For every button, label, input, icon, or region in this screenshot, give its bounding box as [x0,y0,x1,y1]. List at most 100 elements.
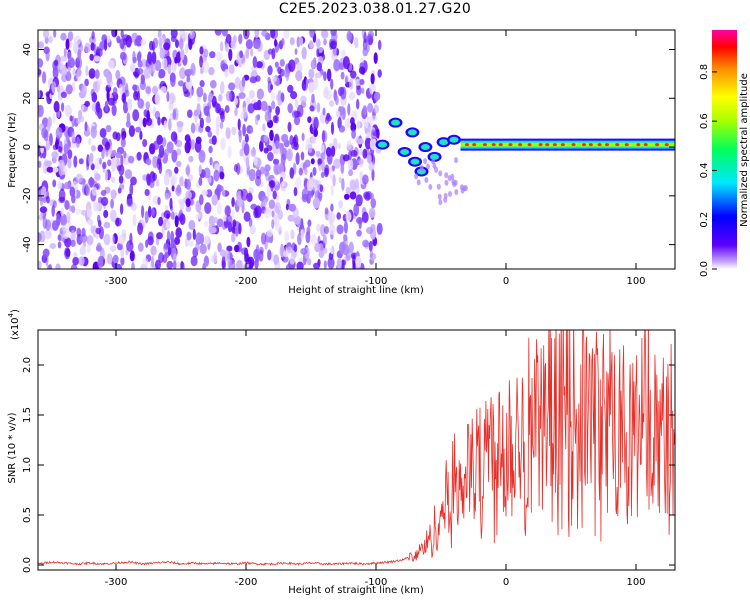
spectrogram-cell [295,215,302,227]
spectrogram-cell [236,259,243,269]
spectrogram-cell [209,93,213,101]
spectrogram-cell [78,109,83,119]
spectrogram-cell [222,189,226,197]
spectrogram-cell [274,61,279,68]
spectrogram-cell [137,242,144,252]
spectrogram-cell [176,184,182,194]
spectrogram-cell [105,141,111,151]
x-tick-label: -100 [365,276,388,287]
spectrogram-blob-core [378,141,387,148]
spectrogram-cell [110,198,114,209]
spectrogram-cell [186,68,194,76]
spectrogram-cell [344,76,348,84]
spectrogram-cell [342,56,350,70]
spectrogram-cell [330,30,337,37]
spectrogram-cell [122,85,126,94]
spectrogram-cell [233,34,237,44]
spectrogram-cell [218,94,223,102]
spectrogram-cell [132,109,140,122]
spectrogram-cell [342,154,350,162]
spectrogram-cell [126,240,134,252]
spectrogram-cell [326,112,331,120]
spectrogram-cell [76,68,82,82]
spectrogram-cell [261,30,268,37]
spectrogram-cell [377,69,382,78]
spectrogram-cell [151,255,155,268]
spectrogram-cell [362,148,368,159]
spectrogram-cell [310,158,315,165]
spectrogram-cell [289,256,296,265]
spectrogram-cell [349,191,357,200]
spectrogram-cell [322,234,327,247]
spectrogram-cell [164,204,169,212]
spectrogram-cell [291,141,295,150]
spectrogram-cell [217,189,220,201]
spectrogram-cell [253,207,259,219]
spectrogram-cell [115,69,121,80]
spectrogram-cell [368,35,373,46]
spectrogram-cell [336,257,342,269]
spectrogram-cell [95,202,103,211]
spectrogram-cell [159,47,165,60]
spectrogram-cell [298,167,303,176]
spectrogram-cell [60,213,68,227]
signal-peak [472,143,477,147]
signal-peak [588,143,593,147]
signal-peak [636,143,641,147]
spectrogram-cell [198,164,202,175]
spectrogram-cell [288,59,296,72]
snr-y-ticks: 0.0 0.5 1.0 1.5 2.0 [22,357,675,573]
spectrogram-cell [228,259,236,269]
spectrogram-cell [157,196,161,206]
spectrogram-cell [328,211,336,224]
spectrogram-cell [136,151,142,161]
spectrogram-cell [107,159,112,167]
colorbar-tick-label: 0.0 [699,261,710,277]
signal-peak [465,143,469,147]
spectrogram-cell [67,149,73,160]
signal-peak [538,143,543,147]
spectrogram-cell [81,227,86,238]
spectrogram-cell [192,228,196,240]
spectrogram-cell [176,160,182,167]
spectrogram-cell [111,235,115,245]
spectrogram-y-axis-label: Frequency (Hz) [7,112,18,188]
spectrogram-cell [311,178,320,192]
spectrogram-cell [42,30,50,39]
spectrogram-cell [144,188,150,197]
spectrogram-cell [112,254,119,264]
spectrogram-cell [224,105,230,114]
x-tick-label: 100 [626,577,645,588]
spectrogram-cell [374,91,381,101]
spectrogram-cell [75,57,81,67]
spectrogram-cell [366,154,372,164]
signal-peak [643,143,648,147]
spectrogram-cell [132,56,137,64]
spectrogram-cell [144,210,149,224]
spectrogram-cell [70,239,76,247]
spectrogram-cell [244,133,249,143]
spectrogram-cell [178,80,184,87]
snr-exponent-base: (x104) [7,309,21,340]
spectrogram-cell [199,46,204,55]
spectrogram-cell [316,61,322,72]
x-tick-label: -300 [105,577,128,588]
signal-peak [615,143,620,147]
spectrogram-cell [38,69,42,76]
spectrogram-cell [367,30,374,39]
spectrogram-cell [127,98,133,111]
spectrogram-cell [330,184,334,197]
spectrogram-cell [291,110,299,119]
spectrogram-cell [169,197,173,210]
spectrogram-cell [80,103,85,112]
spectrogram-cell [130,176,137,186]
spectrogram-cell [145,239,149,248]
spectrogram-cell [204,220,209,228]
spectrogram-cell [301,188,309,201]
spectrogram-cell [330,40,337,50]
spectrogram-cell [255,61,263,69]
signal-peak [508,143,513,147]
spectrogram-frame [37,29,676,270]
spectrogram-cell [245,257,252,265]
spectrogram-cell [291,242,296,251]
